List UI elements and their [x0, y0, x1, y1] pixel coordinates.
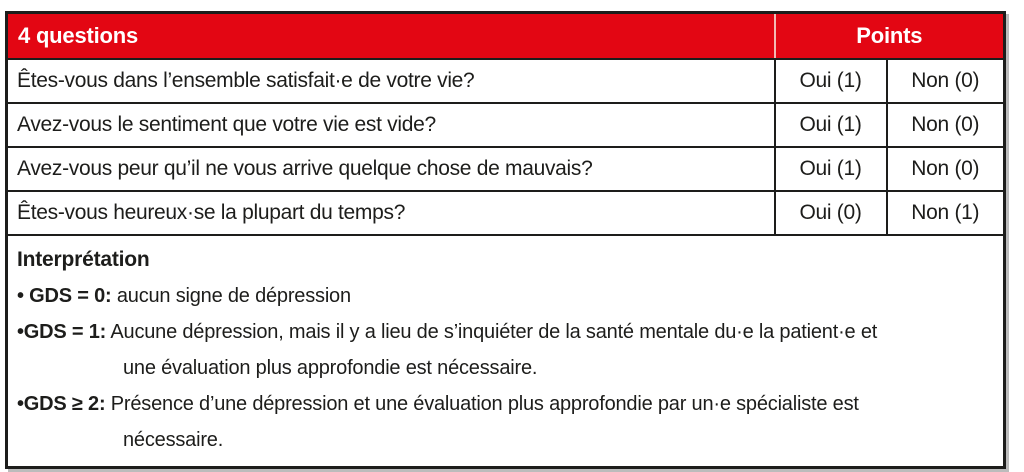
- gds-questionnaire-table: 4 questions Points Êtes-vous dans l’ense…: [5, 11, 1006, 469]
- bullet-text: Présence d’une dépression et une évaluat…: [110, 392, 859, 451]
- answer-non-cell: Non (0): [885, 145, 1006, 192]
- question-cell: Avez-vous le sentiment que votre vie est…: [5, 101, 776, 148]
- answer-non-cell: Non (1): [885, 189, 1006, 236]
- interpretation-bullet-gds2: •GDS ≥ 2: Présence d’une dépression et u…: [17, 386, 993, 458]
- answer-non-cell: Non (0): [885, 101, 1006, 148]
- interpretation-bullet-gds1: •GDS = 1: Aucune dépression, mais il y a…: [17, 314, 993, 386]
- question-cell: Avez-vous peur qu’il ne vous arrive quel…: [5, 145, 776, 192]
- interpretation-bullet-gds0: • GDS = 0: aucun signe de dépression: [17, 278, 993, 314]
- gds-questionnaire-table-wrap: 4 questions Points Êtes-vous dans l’ense…: [5, 11, 1006, 469]
- answer-oui-cell: Oui (1): [773, 57, 888, 104]
- bullet-text: aucun signe de dépression: [116, 284, 351, 307]
- interpretation-cell: Interprétation • GDS = 0: aucun signe de…: [5, 233, 1006, 468]
- answer-oui-cell: Oui (0): [773, 189, 888, 236]
- question-row: Êtes-vous heureux·se la plupart du temps…: [5, 189, 1006, 236]
- answer-non-cell: Non (0): [885, 57, 1006, 104]
- header-cell-points: Points: [773, 11, 1006, 60]
- question-row: Avez-vous peur qu’il ne vous arrive quel…: [5, 145, 1006, 192]
- bullet-label: • GDS = 0:: [17, 284, 112, 307]
- answer-oui-cell: Oui (1): [773, 101, 888, 148]
- answer-oui-cell: Oui (1): [773, 145, 888, 192]
- bullet-text: Aucune dépression, mais il y a lieu de s…: [110, 320, 878, 379]
- question-row: Avez-vous le sentiment que votre vie est…: [5, 101, 1006, 148]
- question-cell: Êtes-vous heureux·se la plupart du temps…: [5, 189, 776, 236]
- question-row: Êtes-vous dans l’ensemble satisfait·e de…: [5, 57, 1006, 104]
- interpretation-title: Interprétation: [17, 247, 150, 271]
- bullet-label: •GDS = 1:: [17, 320, 107, 343]
- question-cell: Êtes-vous dans l’ensemble satisfait·e de…: [5, 57, 776, 104]
- header-cell-questions: 4 questions: [5, 11, 775, 60]
- interpretation-row: Interprétation • GDS = 0: aucun signe de…: [5, 233, 1006, 468]
- bullet-label: •GDS ≥ 2:: [17, 392, 106, 415]
- table-header-row: 4 questions Points: [5, 11, 1006, 60]
